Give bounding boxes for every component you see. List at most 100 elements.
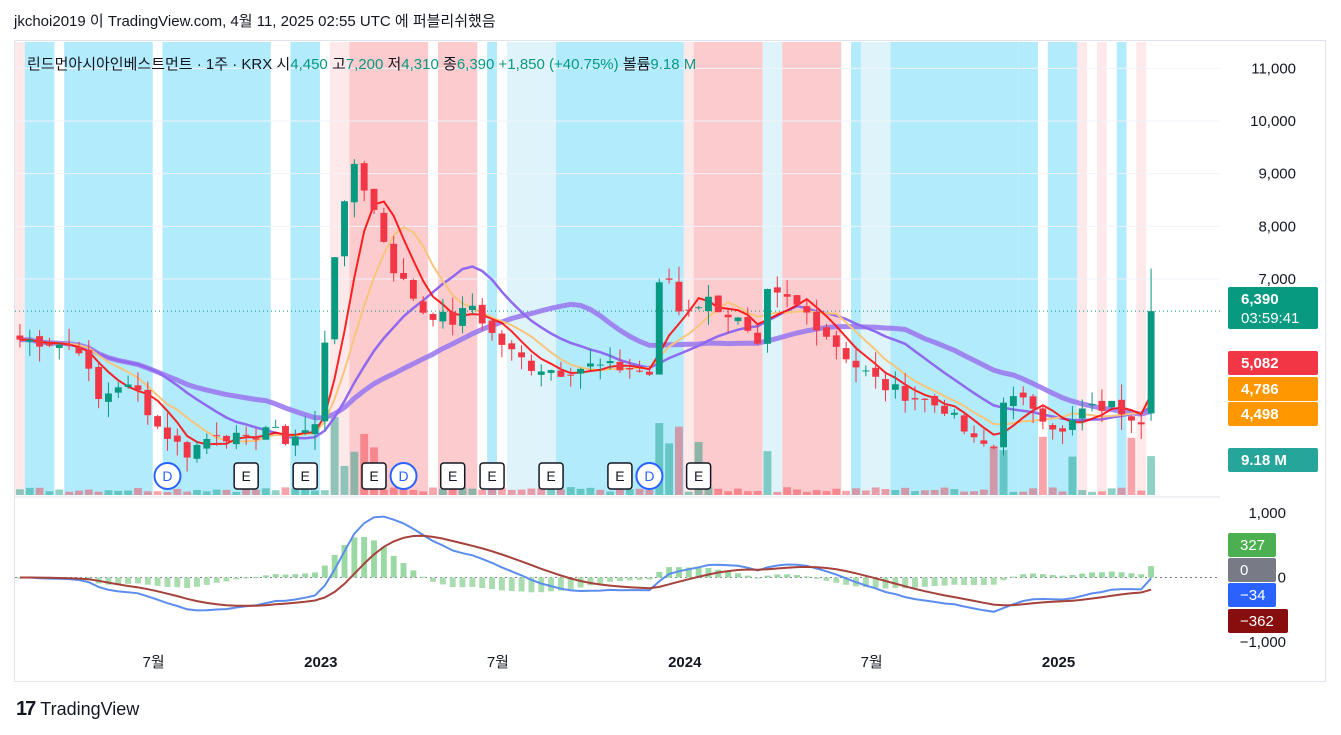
volume-bar xyxy=(812,490,821,495)
volume-bar xyxy=(281,487,290,495)
macd-histogram-bar xyxy=(577,577,584,588)
macd-histogram-bar xyxy=(528,577,535,593)
macd-histogram-bar xyxy=(518,577,525,592)
macd-histogram-bar xyxy=(607,577,614,582)
volume-bar xyxy=(1078,490,1087,495)
ma-long-line xyxy=(19,301,1152,421)
volume-bar xyxy=(556,489,565,495)
candle-body xyxy=(665,278,673,280)
open-value: 4,450 xyxy=(290,56,328,73)
volume-bar xyxy=(193,489,201,495)
background-region xyxy=(24,42,55,495)
ma-orange2-tag xyxy=(1228,402,1318,426)
volume-bar xyxy=(635,488,644,495)
candle-body xyxy=(793,295,801,305)
background-region xyxy=(890,42,1019,495)
candle-body xyxy=(655,282,663,375)
time-tick-label: 2024 xyxy=(668,654,702,671)
macd-histogram-bar xyxy=(430,577,436,582)
macd-histogram-bar xyxy=(626,577,633,581)
time-tick-label: 2025 xyxy=(1042,654,1075,671)
candle-body xyxy=(1078,408,1086,419)
macd-histogram-bar xyxy=(361,536,368,578)
earnings-marker-label: E xyxy=(487,468,496,484)
macd-histogram-bar xyxy=(1138,574,1145,578)
candle-body xyxy=(193,445,201,459)
earnings-marker-label: E xyxy=(369,468,378,484)
volume-bar xyxy=(114,490,123,495)
low-label: 저 xyxy=(387,56,402,73)
volume-bar xyxy=(1137,490,1146,495)
volume-bar xyxy=(350,451,359,495)
ma-orange-tag-text: 4,786 xyxy=(1241,381,1279,398)
macd-histogram-bar xyxy=(587,577,594,586)
macd-histogram-bar xyxy=(744,575,751,578)
macd-histogram-bar xyxy=(548,577,555,592)
volume-bar xyxy=(242,488,251,495)
volume-bar xyxy=(920,490,929,495)
candle-body xyxy=(439,311,447,322)
candle-body xyxy=(45,344,53,346)
macd-histogram-bar xyxy=(813,577,820,579)
volume-bar xyxy=(75,490,83,495)
candle-body xyxy=(744,317,752,331)
macd-histogram-bar xyxy=(557,577,564,591)
candle-body xyxy=(1088,403,1096,406)
macd-histogram-bar xyxy=(872,577,879,588)
ma-short-line xyxy=(19,225,1152,443)
candle-body xyxy=(941,405,948,414)
candle-body xyxy=(173,435,181,442)
candle-body xyxy=(931,396,939,406)
macd-histogram-bar xyxy=(194,577,200,587)
candle-body xyxy=(970,433,978,438)
macd-histogram-bar xyxy=(1098,572,1105,578)
macd-histogram-bar xyxy=(902,577,909,589)
macd-histogram-bar xyxy=(695,568,702,578)
volume-bar xyxy=(586,487,595,495)
earnings-marker-label: E xyxy=(300,468,309,484)
candle-body xyxy=(547,370,555,373)
macd-panel xyxy=(15,496,1220,613)
background-region xyxy=(1116,42,1127,495)
candle-body xyxy=(606,361,614,364)
time-tick-label: 2023 xyxy=(304,654,337,671)
candle-body xyxy=(675,281,683,312)
candle-body xyxy=(1147,311,1155,414)
candle-body xyxy=(449,311,457,325)
candle-body xyxy=(321,342,329,422)
volume-bar xyxy=(429,487,437,495)
candle-body xyxy=(813,311,821,331)
volume-bar xyxy=(625,489,634,495)
volume-bar xyxy=(389,487,398,495)
candle-body xyxy=(508,343,516,350)
volume-bar xyxy=(232,491,241,495)
ma-red-tag-text: 5,082 xyxy=(1241,355,1279,372)
volume-bar xyxy=(1019,491,1028,495)
macd-histogram-bar xyxy=(115,577,122,585)
macd-histogram-bar xyxy=(479,577,486,588)
volume-bar xyxy=(547,487,556,495)
candle-body xyxy=(705,296,712,312)
macd-histogram-bar xyxy=(921,577,928,587)
candle-body xyxy=(852,360,860,368)
macd-histogram-bar xyxy=(666,567,673,578)
volume-bar xyxy=(665,443,674,495)
macd-histogram-bar xyxy=(1010,576,1017,578)
volume-bar xyxy=(901,487,910,495)
volume-bar xyxy=(1088,491,1096,495)
volume-bar xyxy=(271,490,280,495)
chart-frame xyxy=(14,40,1326,682)
candle-body xyxy=(478,304,486,324)
volume-bar xyxy=(714,488,723,495)
candle-body xyxy=(1068,419,1076,430)
macd-histogram-bar xyxy=(144,577,151,585)
volume-bar xyxy=(507,489,516,495)
volume-bar xyxy=(1058,491,1067,495)
volume-bar xyxy=(330,417,339,495)
tradingview-brand[interactable]: 17 TradingView xyxy=(16,698,139,721)
macd-histogram-bar xyxy=(754,577,761,579)
candle-body xyxy=(26,339,34,342)
price-tick-label: 11,000 xyxy=(1251,60,1296,77)
macd-histogram-bar xyxy=(1049,575,1056,578)
